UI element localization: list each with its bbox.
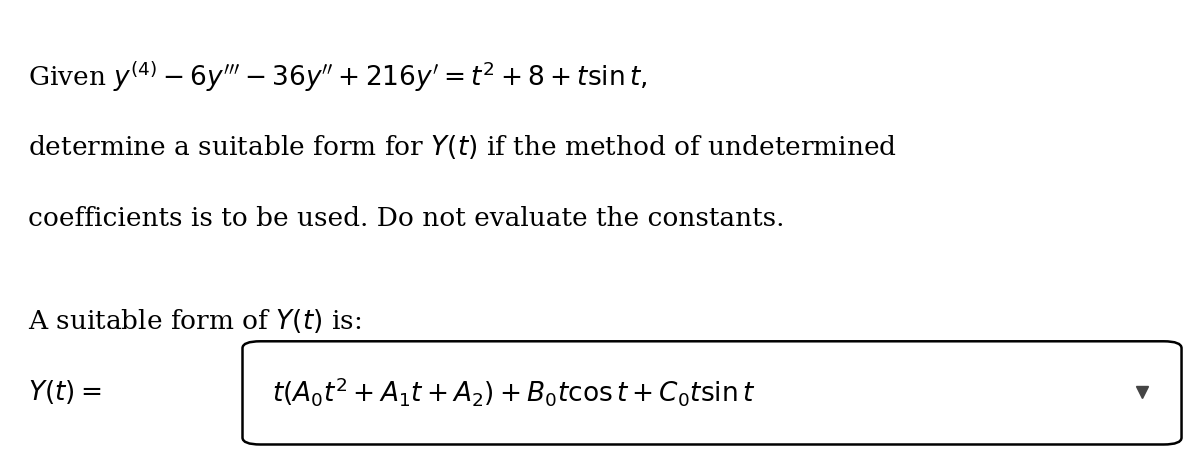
Text: coefficients is to be used. Do not evaluate the constants.: coefficients is to be used. Do not evalu… (28, 206, 785, 231)
Text: $Y(t) =$: $Y(t) =$ (28, 378, 102, 406)
Text: $t(A_0t^2 + A_1t + A_2) + B_0t\cos t + C_0t\sin t$: $t(A_0t^2 + A_1t + A_2) + B_0t\cos t + C… (272, 375, 756, 408)
Text: determine a suitable form for $Y(t)$ if the method of undetermined: determine a suitable form for $Y(t)$ if … (28, 133, 898, 161)
Text: A suitable form of $Y(t)$ is:: A suitable form of $Y(t)$ is: (28, 307, 361, 335)
Text: Given $y^{(4)} - 6y''' - 36y'' + 216y' = t^2 + 8 + t\sin t,$: Given $y^{(4)} - 6y''' - 36y'' + 216y' =… (28, 59, 647, 94)
FancyBboxPatch shape (242, 341, 1182, 445)
